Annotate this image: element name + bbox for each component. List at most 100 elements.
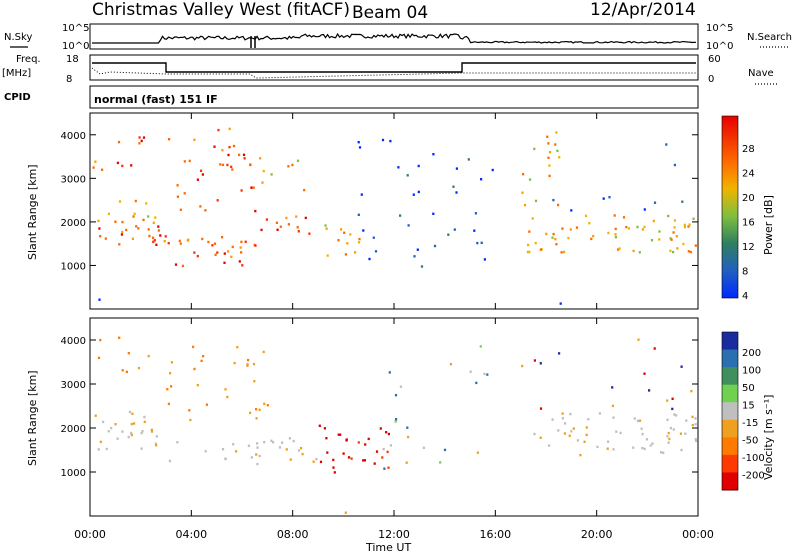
echo-cell: [612, 416, 615, 419]
echo-cell: [585, 433, 588, 437]
xtick-label: 04:00: [175, 528, 207, 541]
echo-cell: [131, 237, 134, 240]
xtick-label: 20:00: [581, 528, 613, 541]
echo-cell: [618, 247, 621, 250]
cpid-panel: CPID normal (fast) 151 IF: [4, 85, 699, 109]
echo-cell: [176, 441, 179, 444]
echo-cell: [121, 220, 124, 224]
echo-cell: [301, 452, 304, 456]
echo-cell: [491, 168, 494, 172]
echo-cell: [533, 359, 536, 362]
echo-cell: [143, 415, 146, 419]
echo-cell: [266, 404, 269, 407]
echo-cell: [132, 215, 135, 218]
echo-cell: [611, 386, 614, 389]
echo-cell: [555, 243, 558, 246]
echo-cell: [547, 156, 550, 159]
echo-cell: [665, 143, 668, 146]
echo-cell: [226, 163, 229, 167]
echo-cell: [221, 448, 225, 451]
echo-cell: [343, 231, 346, 234]
echo-cell: [526, 250, 529, 254]
echo-cell: [255, 417, 258, 420]
power-data: [92, 127, 697, 305]
echo-cell: [683, 223, 686, 227]
freq-tick-top: 18: [66, 54, 79, 65]
echo-cell: [694, 417, 697, 420]
echo-cell: [479, 345, 482, 348]
echo-cell: [548, 444, 551, 447]
echo-cell: [278, 446, 282, 449]
echo-cell: [354, 251, 357, 254]
echo-cell: [547, 142, 550, 145]
velocity-colorbar-band: [722, 454, 738, 473]
echo-cell: [645, 438, 649, 441]
echo-cell: [188, 409, 191, 412]
echo-cell: [300, 446, 303, 450]
echo-cell: [399, 214, 402, 217]
echo-cell: [155, 243, 158, 246]
echo-cell: [94, 160, 97, 163]
echo-cell: [611, 404, 614, 408]
velocity-colorbar-tick: 15: [742, 401, 755, 412]
echo-cell: [249, 163, 252, 166]
echo-cell: [247, 358, 250, 362]
velocity-colorbar-tick: -50: [742, 436, 758, 447]
noise-tick-bottom: 10^0: [62, 41, 89, 52]
time-axis-label: Time UT: [365, 541, 411, 554]
echo-cell: [176, 184, 179, 187]
echo-cell: [561, 417, 564, 420]
echo-cell: [239, 246, 242, 249]
echo-cell: [231, 168, 234, 171]
echo-cell: [416, 248, 419, 251]
echo-cell: [394, 420, 397, 423]
echo-cell: [643, 225, 646, 229]
echo-cell: [121, 369, 124, 372]
echo-cell: [562, 250, 566, 254]
echo-cell: [395, 418, 398, 421]
echo-cell: [567, 236, 570, 240]
echo-cell: [673, 163, 676, 167]
echo-cell: [534, 199, 538, 203]
nsearch-label: N.Search: [747, 32, 792, 43]
echo-cell: [207, 240, 210, 244]
echo-cell: [216, 199, 219, 202]
echo-cell: [94, 414, 97, 417]
echo-cell: [147, 215, 150, 218]
echo-cell: [590, 237, 593, 241]
echo-cell: [387, 432, 390, 436]
echo-cell: [475, 381, 478, 385]
echo-cell: [349, 233, 352, 236]
echo-cell: [183, 160, 186, 163]
echo-cell: [455, 191, 458, 194]
echo-cell: [455, 167, 458, 170]
echo-cell: [101, 168, 104, 171]
echo-cell: [170, 385, 173, 388]
echo-cell: [666, 418, 669, 421]
echo-cell: [350, 457, 353, 460]
echo-cell: [627, 227, 631, 230]
echo-cell: [211, 244, 214, 247]
echo-cell: [125, 370, 128, 374]
echo-cell: [252, 362, 256, 366]
echo-cell: [552, 232, 555, 236]
echo-cell: [223, 261, 226, 264]
echo-cell: [533, 432, 536, 436]
echo-cell: [614, 236, 617, 239]
echo-cell: [554, 238, 557, 241]
noise-trace: [92, 32, 697, 44]
echo-cell: [381, 138, 385, 142]
power-colorbar-tick: 4: [742, 291, 748, 302]
echo-cell: [360, 193, 363, 196]
echo-cell: [357, 241, 361, 244]
echo-cell: [214, 253, 217, 256]
echo-cell: [137, 366, 140, 370]
echo-cell: [615, 430, 618, 433]
echo-cell: [326, 451, 329, 454]
echo-cell: [389, 444, 392, 447]
echo-cell: [552, 198, 555, 202]
noise-tick-top: 10^5: [62, 23, 89, 34]
echo-cell: [241, 264, 244, 267]
velocity-colorbar-band: [722, 367, 738, 386]
echo-cell: [554, 143, 557, 146]
